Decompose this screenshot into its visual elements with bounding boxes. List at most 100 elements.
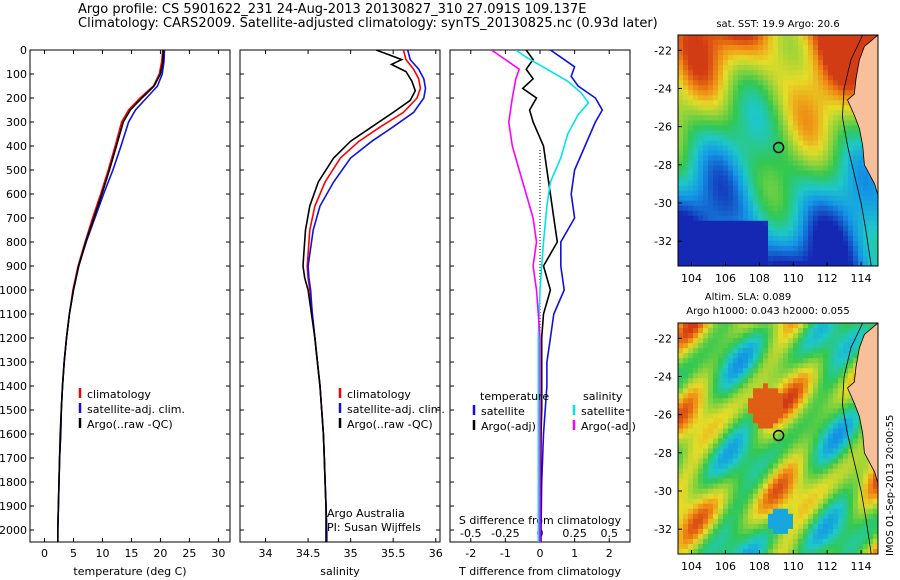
map-cell xyxy=(818,328,824,334)
map-cell xyxy=(688,328,694,334)
map-cell xyxy=(703,443,709,450)
map-cell xyxy=(793,190,799,197)
map-cell xyxy=(818,60,824,66)
map-cell xyxy=(768,40,774,46)
map-cell xyxy=(798,343,804,349)
map-cell xyxy=(708,230,714,237)
map-cell xyxy=(788,368,794,374)
map-cell xyxy=(708,433,714,440)
map-cell xyxy=(788,348,794,354)
map-cell xyxy=(778,45,784,51)
map-cell xyxy=(813,538,819,545)
map-cell xyxy=(763,378,769,384)
map-cell xyxy=(833,190,839,197)
map-cell xyxy=(698,230,704,237)
map-cell xyxy=(713,373,719,379)
map-cell xyxy=(783,348,789,354)
map-cell xyxy=(763,235,769,242)
map-cell xyxy=(733,125,739,131)
map-cell xyxy=(833,261,839,266)
map-cell xyxy=(713,160,719,167)
map-cell xyxy=(748,483,754,490)
x-tick-label: 108 xyxy=(749,560,770,573)
map-cell xyxy=(853,160,859,167)
map-cell xyxy=(748,343,754,349)
map-cell xyxy=(703,55,709,61)
map-cell xyxy=(738,323,744,329)
map-cell xyxy=(778,403,784,409)
map-cell xyxy=(753,418,759,424)
map-cell xyxy=(768,473,774,480)
map-cell xyxy=(683,155,689,162)
map-cell xyxy=(753,120,759,126)
map-cell xyxy=(788,100,794,106)
map-cell xyxy=(818,35,824,41)
map-cell xyxy=(748,358,754,364)
map-cell xyxy=(723,433,729,440)
map-cell xyxy=(708,428,714,435)
s-tick-label: 0.25 xyxy=(562,527,587,540)
map-cell xyxy=(713,508,719,515)
map-cell xyxy=(748,408,754,414)
map-cell xyxy=(858,338,864,344)
map-cell xyxy=(873,225,878,232)
map-cell xyxy=(708,210,714,217)
map-cell xyxy=(703,438,709,445)
map-cell xyxy=(748,368,754,374)
map-cell xyxy=(858,473,864,480)
map-cell xyxy=(713,170,719,177)
map-cell xyxy=(763,488,769,495)
map-cell xyxy=(748,463,754,470)
map-cell xyxy=(733,100,739,106)
map-cell xyxy=(708,358,714,364)
map-cell xyxy=(703,250,709,257)
map-cell xyxy=(838,100,844,106)
map-cell xyxy=(733,256,739,262)
map-cell xyxy=(833,483,839,490)
map-cell xyxy=(773,175,779,182)
map-cell xyxy=(723,508,729,515)
map-cell xyxy=(753,70,759,76)
map-cell xyxy=(733,40,739,46)
map-cell xyxy=(843,358,849,364)
map-cell xyxy=(723,205,729,212)
map-cell xyxy=(778,256,784,262)
map-cell xyxy=(748,225,754,232)
map-cell xyxy=(868,508,874,515)
map-cell xyxy=(698,353,704,359)
map-cell xyxy=(698,423,704,429)
map-cell xyxy=(758,458,764,465)
map-cell xyxy=(718,180,724,187)
map-cell xyxy=(783,105,789,111)
map-cell xyxy=(683,240,689,247)
map-cell xyxy=(758,343,764,349)
map-cell xyxy=(758,55,764,61)
map-cell xyxy=(748,165,754,172)
map-cell xyxy=(758,358,764,364)
map-cell xyxy=(723,328,729,334)
map-cell xyxy=(723,533,729,540)
map-cell xyxy=(753,478,759,485)
map-cell xyxy=(713,100,719,106)
map-cell xyxy=(763,155,769,162)
map-cell xyxy=(678,180,684,187)
x-tick-label: 104 xyxy=(681,272,702,285)
map-cell xyxy=(808,533,814,540)
map-cell xyxy=(818,403,824,409)
map-cell xyxy=(838,105,844,111)
map-cell xyxy=(823,85,829,91)
map-cell xyxy=(853,538,859,545)
map-cell xyxy=(783,443,789,450)
timestamp-watermark: IMOS 01-Sep-2013 20:00:55 xyxy=(885,414,896,556)
map-cell xyxy=(793,215,799,222)
map-cell xyxy=(688,85,694,91)
map-cell xyxy=(758,488,764,495)
map-cell xyxy=(803,508,809,515)
map-cell xyxy=(758,468,764,475)
map-cell xyxy=(688,200,694,207)
map-cell xyxy=(698,225,704,232)
map-cell xyxy=(768,453,774,460)
map-cell xyxy=(768,110,774,116)
map-cell xyxy=(818,135,824,141)
map-cell xyxy=(743,100,749,106)
